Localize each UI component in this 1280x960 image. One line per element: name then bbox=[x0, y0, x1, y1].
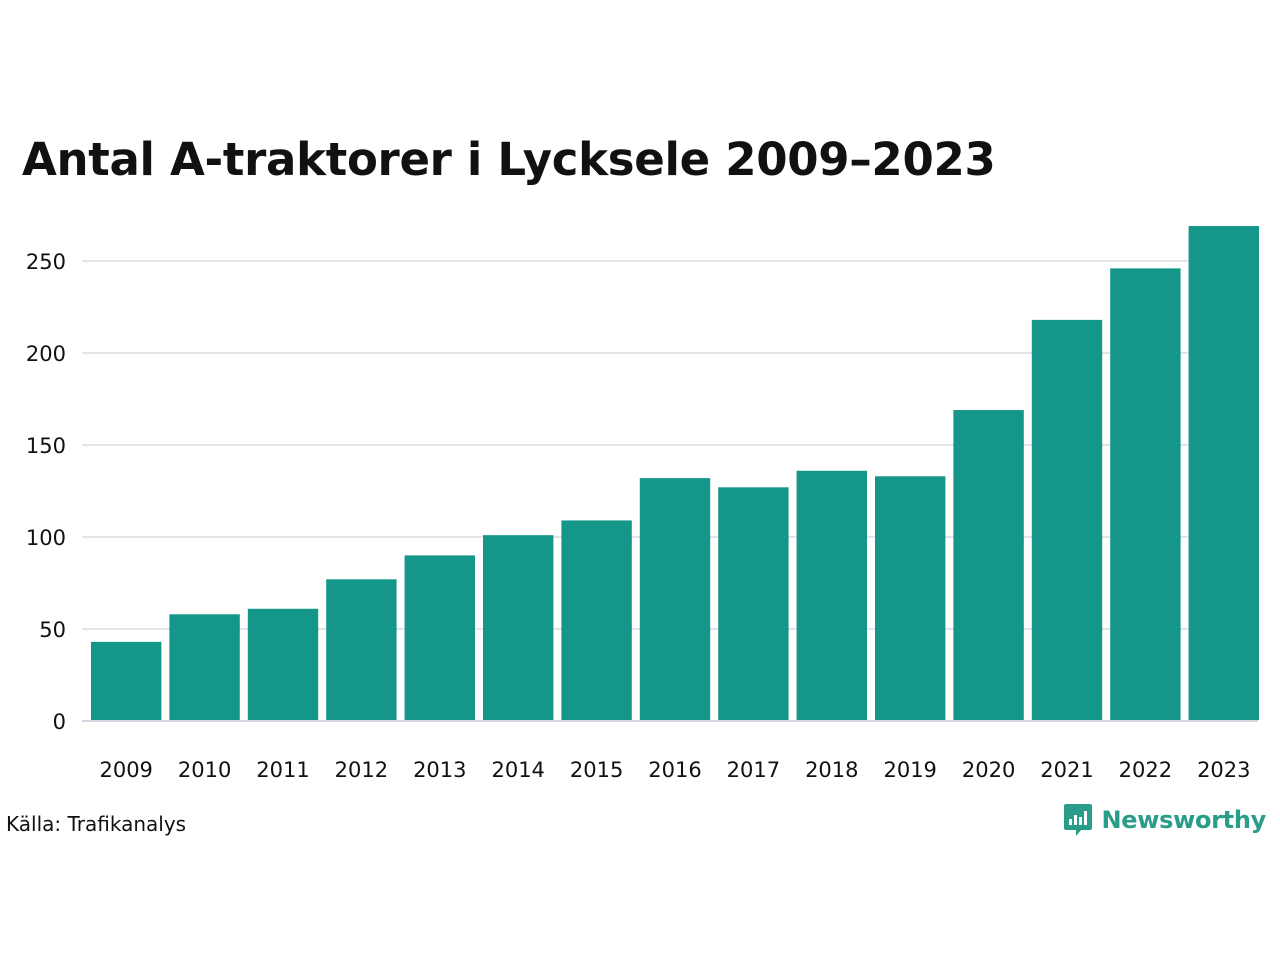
x-tick-label: 2014 bbox=[491, 758, 544, 782]
x-tick-label: 2023 bbox=[1197, 758, 1250, 782]
bar-2013 bbox=[404, 555, 475, 720]
y-axis-ticks: 0 50 100 150 200 250 bbox=[26, 250, 66, 734]
y-tick-label: 50 bbox=[39, 618, 66, 642]
x-tick-label: 2010 bbox=[178, 758, 231, 782]
x-tick-label: 2016 bbox=[648, 758, 701, 782]
y-tick-label: 100 bbox=[26, 526, 66, 550]
x-axis-ticks: 2009 2010 2011 2012 2013 2014 2015 2016 2017 2018… bbox=[99, 758, 1250, 782]
brand: Newsworthy bbox=[1063, 802, 1266, 838]
bar-2014 bbox=[483, 535, 554, 720]
bar-2012 bbox=[326, 579, 397, 720]
bar-2022 bbox=[1110, 268, 1181, 720]
x-tick-label: 2013 bbox=[413, 758, 466, 782]
y-tick-label: 250 bbox=[26, 250, 66, 274]
bar-2016 bbox=[639, 478, 711, 720]
y-tick-label: 150 bbox=[26, 434, 66, 458]
bar-2015 bbox=[561, 520, 632, 720]
x-tick-label: 2009 bbox=[99, 758, 152, 782]
x-tick-label: 2022 bbox=[1119, 758, 1172, 782]
bar-2020 bbox=[953, 410, 1024, 720]
brand-name: Newsworthy bbox=[1101, 806, 1266, 834]
bar-2018 bbox=[796, 470, 867, 720]
x-tick-label: 2021 bbox=[1040, 758, 1093, 782]
y-tick-label: 0 bbox=[53, 710, 66, 734]
bar-2011 bbox=[247, 608, 319, 720]
newsworthy-logo-icon bbox=[1064, 804, 1093, 836]
source-note: Källa: Trafikanalys bbox=[6, 812, 187, 836]
x-tick-label: 2020 bbox=[962, 758, 1015, 782]
x-tick-label: 2011 bbox=[256, 758, 309, 782]
bars bbox=[91, 226, 1259, 721]
bar-2021 bbox=[1031, 319, 1103, 720]
x-tick-label: 2019 bbox=[883, 758, 936, 782]
bar-2019 bbox=[875, 476, 946, 720]
x-tick-label: 2017 bbox=[727, 758, 780, 782]
x-tick-label: 2015 bbox=[570, 758, 623, 782]
chart-title: Antal A-traktorer i Lycksele 2009–2023 bbox=[22, 133, 996, 186]
bar-2023 bbox=[1188, 226, 1259, 721]
x-tick-label: 2012 bbox=[335, 758, 388, 782]
bar-2010 bbox=[169, 614, 240, 720]
x-tick-label: 2018 bbox=[805, 758, 858, 782]
bar-2009 bbox=[91, 641, 162, 720]
y-tick-label: 200 bbox=[26, 342, 66, 366]
bar-2017 bbox=[718, 487, 789, 720]
